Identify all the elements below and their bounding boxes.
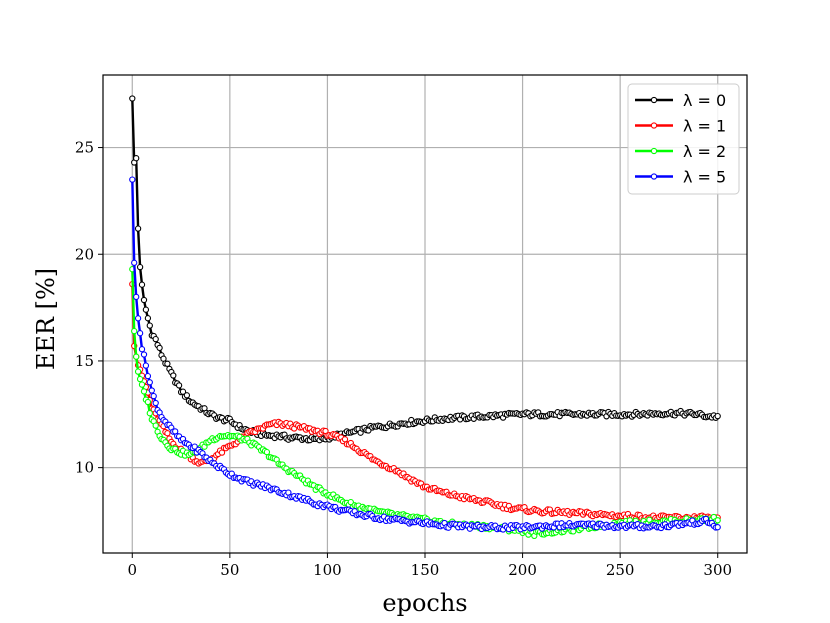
x-tick-label: 0 [127,561,137,579]
data-point [714,412,721,420]
legend-label: λ = 2 [683,142,726,161]
legend-marker [650,173,658,180]
x-axis-label: epochs [382,589,467,617]
x-tick-label: 50 [220,561,239,579]
legend-marker [650,147,658,155]
data-point [183,392,191,399]
data-point [136,375,144,383]
data-point [150,392,157,400]
data-point [146,322,153,329]
legend-label: λ = 0 [683,91,726,110]
data-point [140,351,148,358]
data-point [714,517,721,524]
legend-label: λ = 5 [683,168,726,187]
x-tick-label: 250 [606,561,635,579]
data-point [144,315,152,322]
data-point [146,410,153,417]
x-tick-label: 150 [411,561,440,579]
legend: λ = 0 λ = 1 λ = 2 λ = 5 [627,83,740,195]
legend-item: λ = 0 [635,91,726,110]
series-layer [129,95,721,540]
data-point [129,95,136,102]
data-point [140,388,148,395]
ticks: 0 50 100 150 200 250 300 10 15 20 25 [75,139,732,579]
x-tick-label: 200 [508,561,537,579]
data-point [138,281,146,288]
data-point [131,259,138,266]
legend-marker [650,96,658,104]
x-tick-label: 100 [313,561,342,579]
data-point [164,360,171,367]
legend-item: λ = 2 [635,142,726,161]
data-point [175,382,183,389]
data-point [138,381,146,388]
data-point [133,155,140,162]
data-point [152,422,159,429]
data-point [148,387,155,394]
legend-item: λ = 1 [635,117,726,136]
data-point [152,399,159,407]
legend-label: λ = 1 [683,117,726,136]
series-3 [129,176,721,533]
y-axis-label: EER [%] [32,268,60,370]
legend-item: λ = 5 [635,168,726,187]
data-point [136,330,144,337]
data-point [144,398,152,406]
data-point [142,306,150,313]
data-point [152,335,159,343]
data-point [714,524,721,531]
data-point [129,176,136,183]
series-0 [129,95,721,444]
data-point [134,225,142,232]
data-point [131,327,138,335]
data-point [136,263,144,271]
data-point [133,353,140,360]
legend-marker [650,122,658,129]
data-point [191,443,198,450]
x-tick-label: 300 [703,561,732,579]
data-point [144,372,152,380]
data-point [156,344,163,352]
y-tick-label: 10 [75,459,94,477]
legend-box [627,83,740,195]
y-tick-label: 20 [75,245,94,263]
data-point [142,362,150,369]
data-point [133,293,140,301]
data-point [146,379,153,386]
data-point [170,372,177,379]
y-tick-label: 15 [75,352,94,370]
y-tick-label: 25 [75,139,94,157]
data-point [138,346,146,353]
data-point [164,430,171,437]
data-point [134,368,142,375]
data-point [140,296,148,304]
data-point [134,315,142,322]
